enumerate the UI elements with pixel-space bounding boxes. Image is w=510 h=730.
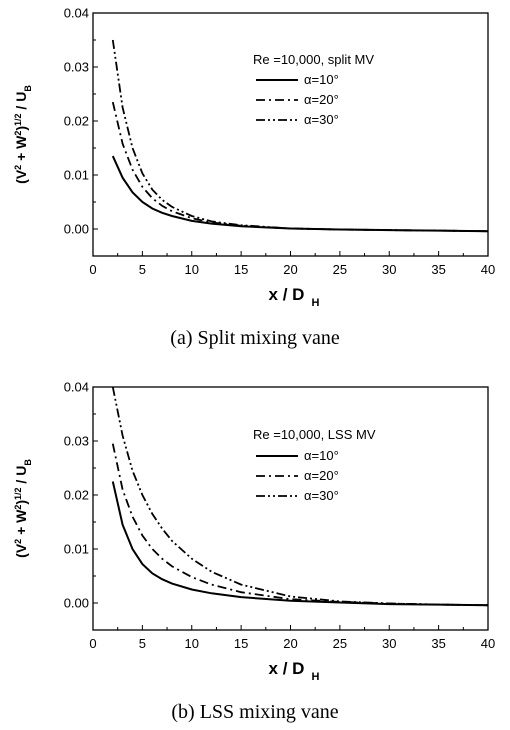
x-tick-label: 10 xyxy=(185,262,199,277)
y-tick-label: 0.03 xyxy=(64,60,89,75)
legend-label: α=20° xyxy=(304,92,339,107)
x-tick-label: 5 xyxy=(139,636,146,651)
y-tick-label: 0.02 xyxy=(64,114,89,129)
legend-title: Re =10,000, LSS MV xyxy=(253,427,376,442)
x-tick-label: 30 xyxy=(382,636,396,651)
plot-frame xyxy=(92,386,489,631)
legend-label: α=20° xyxy=(304,468,339,483)
x-tick-label: 25 xyxy=(333,636,347,651)
x-tick-label: 20 xyxy=(283,262,297,277)
chart-a: 0 5 10 15 20 25 30 35 40 0.00 0.01 0.02 0.03 0.04 Re =… xyxy=(13,6,495,350)
x-tick-label: 35 xyxy=(431,262,445,277)
series-line-3 xyxy=(111,386,489,607)
x-tick-label: 40 xyxy=(481,636,495,651)
series-line-2 xyxy=(111,443,489,607)
series-line-2 xyxy=(111,101,489,233)
legend-title: Re =10,000, split MV xyxy=(253,52,374,67)
y-tick-label: 0.02 xyxy=(64,488,89,503)
y-tick-label: 0.04 xyxy=(64,380,89,395)
chart-b: 0 5 10 15 20 25 30 35 40 0.00 0.01 0.02 0.03 0.04 Re =… xyxy=(13,380,495,724)
x-tick-label: 25 xyxy=(333,262,347,277)
figure-caption: (a) Split mixing vane xyxy=(170,327,340,349)
legend-label: α=30° xyxy=(304,112,339,127)
y-axis-label: (V2 + W2)1/2 / UB xyxy=(13,85,33,184)
plot-frame xyxy=(92,12,489,257)
x-tick-label: 35 xyxy=(431,636,445,651)
y-tick-label: 0.01 xyxy=(64,168,89,183)
x-axis-label-subscript: H xyxy=(312,297,320,309)
x-tick-label: 0 xyxy=(89,636,96,651)
x-tick-label: 10 xyxy=(185,636,199,651)
y-tick-label: 0.01 xyxy=(64,542,89,557)
y-tick-label: 0.00 xyxy=(64,596,89,611)
x-axis-label: x / D xyxy=(269,659,305,678)
x-tick-label: 15 xyxy=(234,262,248,277)
x-tick-label: 40 xyxy=(481,262,495,277)
y-axis-label: (V2 + W2)1/2 / UB xyxy=(13,459,33,558)
x-axis-label-subscript: H xyxy=(312,671,320,683)
figure-caption: (b) LSS mixing vane xyxy=(171,701,338,723)
y-tick-label: 0.03 xyxy=(64,434,89,449)
series-line-1 xyxy=(111,481,489,607)
legend-label: α=10° xyxy=(304,448,339,463)
legend-label: α=30° xyxy=(304,488,339,503)
x-tick-label: 5 xyxy=(139,262,146,277)
x-axis-label: x / D xyxy=(269,285,305,304)
x-tick-label: 15 xyxy=(234,636,248,651)
x-tick-label: 20 xyxy=(283,636,297,651)
series-line-3 xyxy=(111,39,489,233)
x-tick-label: 30 xyxy=(382,262,396,277)
y-tick-label: 0.04 xyxy=(64,6,89,21)
legend-label: α=10° xyxy=(304,72,339,87)
y-tick-label: 0.00 xyxy=(64,222,89,237)
x-tick-label: 0 xyxy=(89,262,96,277)
series-line-1 xyxy=(111,155,489,233)
